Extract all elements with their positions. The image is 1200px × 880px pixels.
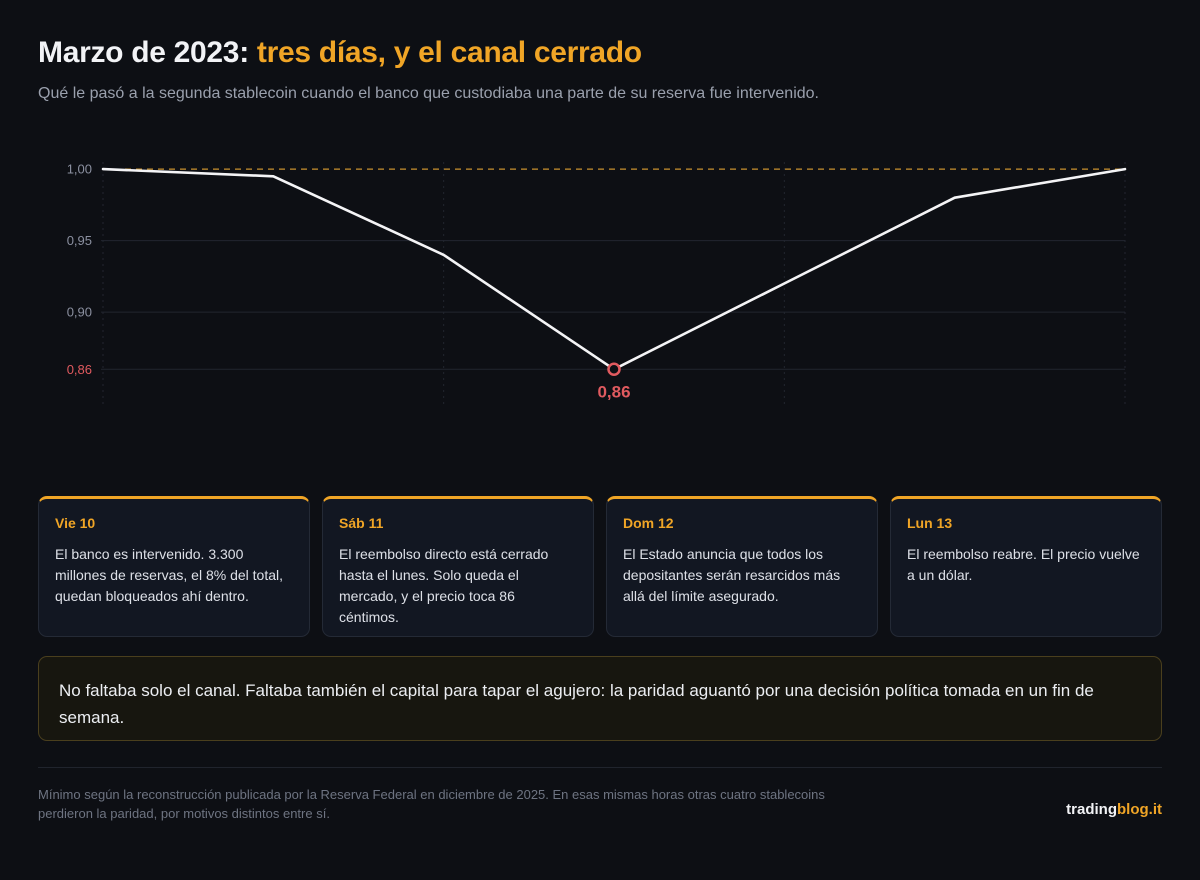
brand-part-1: trading	[1066, 801, 1117, 818]
footer-divider	[38, 767, 1162, 768]
minimum-marker	[607, 362, 621, 377]
title-highlight: tres días, y el canal cerrado	[256, 36, 642, 69]
card-day: Sáb 11	[339, 515, 384, 531]
source-footnote: Mínimo según la reconstrucción publicada…	[38, 787, 825, 821]
page-subtitle: Qué le pasó a la segunda stablecoin cuan…	[38, 85, 819, 102]
timeline-cards: Vie 10 El banco es intervenido. 3.300 mi…	[38, 496, 1162, 637]
timeline-card-friday: Vie 10 El banco es intervenido. 3.300 mi…	[38, 496, 310, 637]
price-line-chart: 1,00 0,95 0,90 0,86 0,86	[67, 162, 1127, 405]
y-tick-label: 0,86	[67, 362, 92, 377]
card-text: El banco es intervenido. 3.300 millones …	[55, 546, 283, 604]
brand-part-2: blog.it	[1117, 801, 1162, 818]
title-plain: Marzo de 2023:	[38, 36, 257, 69]
card-day: Dom 12	[623, 515, 674, 531]
brand-logo[interactable]: tradingblog.it	[1066, 801, 1162, 818]
y-tick-label: 0,90	[67, 305, 92, 320]
card-day: Lun 13	[907, 515, 953, 531]
conclusion-note: No faltaba solo el canal. Faltaba tambié…	[38, 656, 1162, 741]
card-day: Vie 10	[55, 515, 96, 531]
timeline-card-saturday: Sáb 11 El reembolso directo está cerrado…	[322, 496, 594, 637]
timeline-card-sunday: Dom 12 El Estado anuncia que todos los d…	[606, 496, 878, 637]
card-text: El Estado anuncia que todos los deposita…	[623, 546, 841, 604]
y-tick-label: 1,00	[67, 162, 92, 177]
y-tick-label: 0,95	[67, 233, 92, 248]
timeline-card-monday: Lun 13 El reembolso reabre. El precio vu…	[890, 496, 1162, 637]
minimum-label: 0,86	[597, 382, 630, 401]
card-text: El reembolso reabre. El precio vuelve a …	[907, 546, 1140, 583]
card-text: El reembolso directo está cerrado hasta …	[339, 546, 549, 625]
page-title: Marzo de 2023: tres días, y el canal cer…	[38, 36, 642, 70]
price-series-line	[101, 167, 1127, 371]
